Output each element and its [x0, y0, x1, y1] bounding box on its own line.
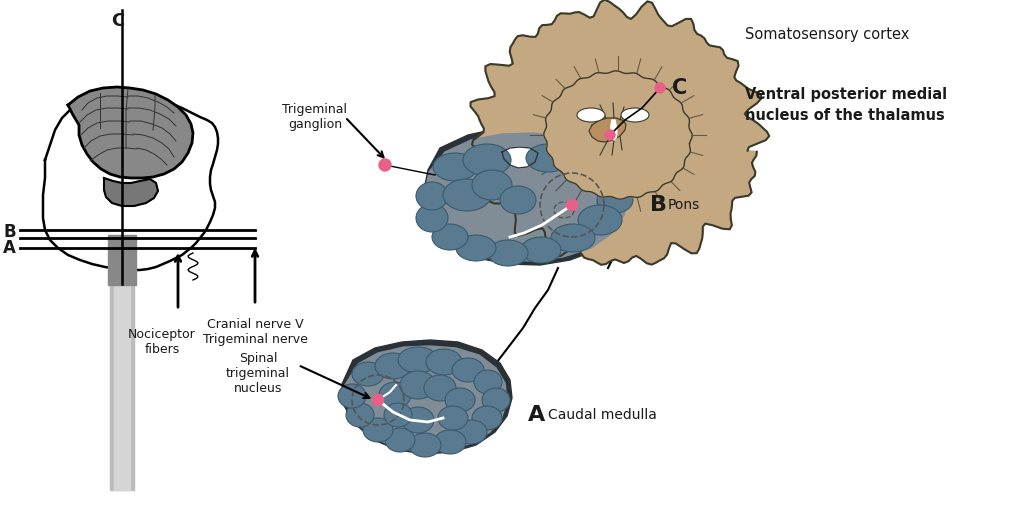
Ellipse shape	[621, 108, 649, 122]
Text: Trigeminal
ganglion: Trigeminal ganglion	[283, 103, 347, 131]
Ellipse shape	[597, 187, 633, 213]
Text: Nociceptor
fibers: Nociceptor fibers	[128, 328, 196, 356]
Ellipse shape	[482, 388, 510, 412]
Polygon shape	[589, 118, 626, 142]
Ellipse shape	[384, 403, 412, 427]
Ellipse shape	[558, 151, 598, 179]
Ellipse shape	[577, 108, 605, 122]
Bar	[114, 270, 130, 490]
Text: Somatosensory cortex: Somatosensory cortex	[745, 28, 909, 42]
Circle shape	[566, 199, 578, 210]
Ellipse shape	[432, 224, 468, 250]
Ellipse shape	[416, 204, 449, 232]
Polygon shape	[68, 87, 193, 178]
Ellipse shape	[500, 186, 536, 214]
Polygon shape	[43, 93, 218, 270]
Circle shape	[379, 159, 391, 171]
Ellipse shape	[362, 418, 393, 442]
Text: Pons: Pons	[668, 198, 700, 212]
Ellipse shape	[433, 153, 477, 181]
Ellipse shape	[416, 182, 449, 210]
Text: B: B	[650, 195, 667, 215]
Ellipse shape	[438, 406, 468, 430]
Bar	[108, 235, 136, 285]
Ellipse shape	[474, 370, 502, 394]
Ellipse shape	[463, 144, 511, 176]
Ellipse shape	[472, 170, 512, 200]
Bar	[110, 270, 134, 490]
Text: C: C	[112, 12, 125, 30]
Polygon shape	[544, 71, 692, 199]
Circle shape	[373, 394, 384, 405]
Text: Spinal
trigeminal
nucleus: Spinal trigeminal nucleus	[226, 352, 290, 395]
Ellipse shape	[472, 406, 502, 430]
Polygon shape	[342, 340, 512, 454]
Polygon shape	[502, 147, 538, 168]
Ellipse shape	[385, 428, 415, 452]
Ellipse shape	[426, 349, 462, 375]
Ellipse shape	[338, 384, 366, 408]
Ellipse shape	[455, 420, 487, 444]
Circle shape	[605, 130, 615, 140]
Polygon shape	[424, 127, 638, 265]
Text: Caudal medulla: Caudal medulla	[548, 408, 656, 422]
Ellipse shape	[424, 375, 456, 401]
Ellipse shape	[402, 407, 434, 433]
Text: Ventral posterior medial
nucleus of the thalamus: Ventral posterior medial nucleus of the …	[745, 87, 947, 123]
Polygon shape	[104, 178, 158, 206]
Polygon shape	[470, 0, 769, 265]
Ellipse shape	[375, 353, 411, 379]
Ellipse shape	[443, 179, 490, 211]
Ellipse shape	[400, 371, 436, 399]
Ellipse shape	[445, 388, 475, 412]
Text: A: A	[528, 405, 545, 425]
Ellipse shape	[551, 224, 595, 252]
Ellipse shape	[526, 144, 570, 172]
Ellipse shape	[398, 347, 438, 373]
Ellipse shape	[352, 362, 384, 386]
Text: A: A	[3, 239, 16, 257]
Polygon shape	[425, 133, 630, 261]
Circle shape	[655, 83, 665, 93]
Ellipse shape	[578, 205, 622, 235]
Ellipse shape	[456, 235, 496, 261]
Ellipse shape	[346, 403, 374, 427]
Polygon shape	[611, 120, 617, 140]
Ellipse shape	[452, 358, 484, 382]
Ellipse shape	[588, 164, 624, 192]
Text: C: C	[672, 78, 687, 98]
Ellipse shape	[379, 382, 411, 408]
Ellipse shape	[488, 240, 528, 266]
Ellipse shape	[434, 430, 466, 454]
Polygon shape	[345, 346, 507, 452]
Text: B: B	[3, 223, 16, 241]
Ellipse shape	[521, 237, 561, 263]
Text: Cranial nerve V
Trigeminal nerve: Cranial nerve V Trigeminal nerve	[203, 318, 307, 346]
Ellipse shape	[409, 433, 441, 457]
